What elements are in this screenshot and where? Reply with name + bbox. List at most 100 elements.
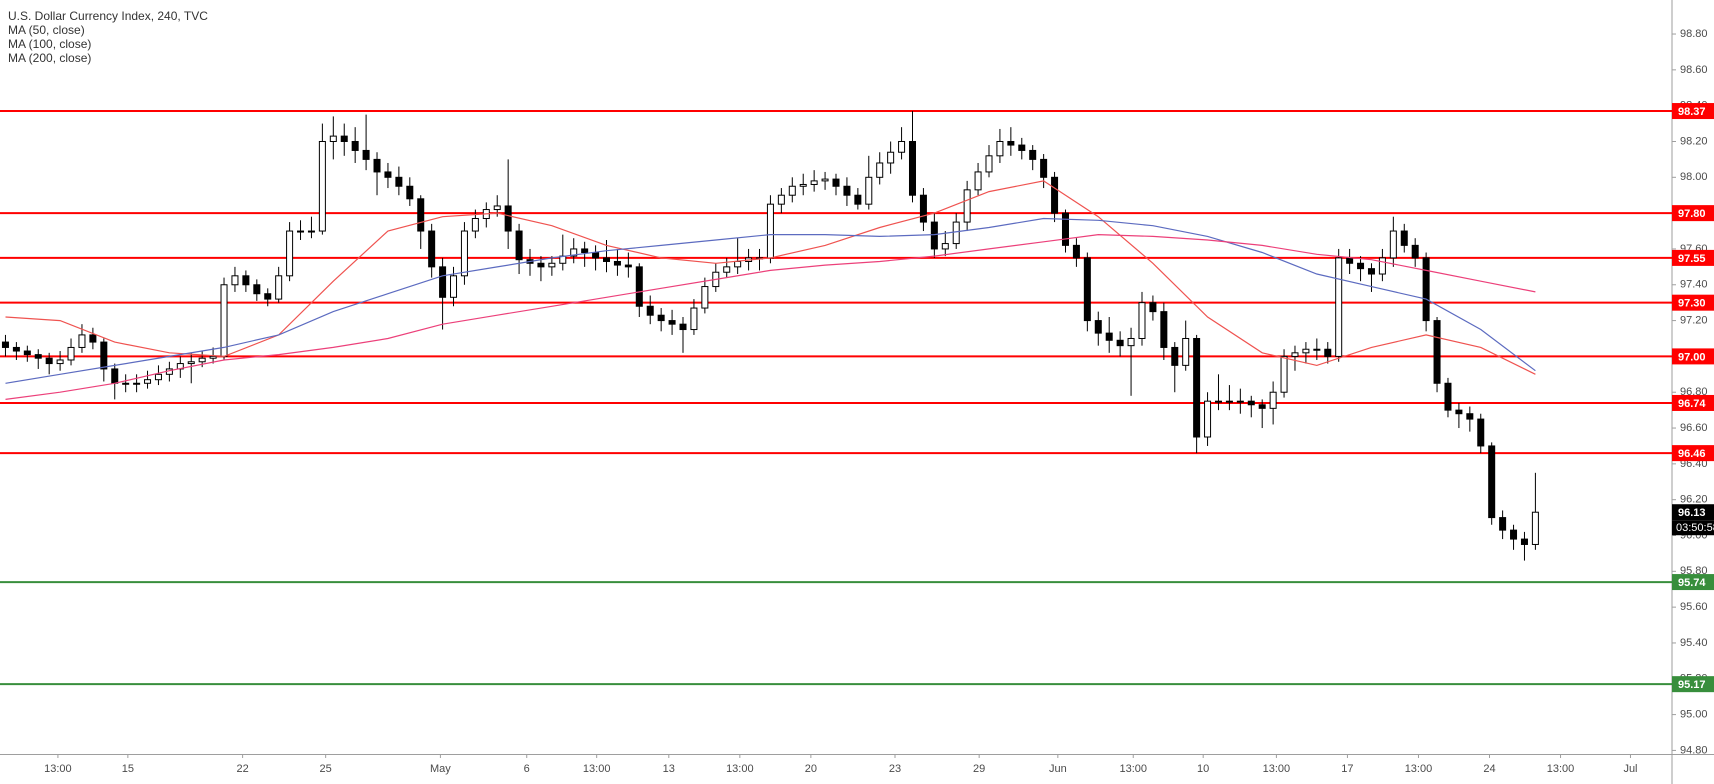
- candle-body: [12, 346, 20, 352]
- candle-body: [428, 230, 436, 268]
- candle-body: [592, 252, 600, 259]
- candle-body: [493, 205, 501, 211]
- candle-body: [1072, 244, 1080, 259]
- x-tick-label: 10: [1197, 763, 1209, 775]
- candle-body: [45, 357, 53, 365]
- candle-body: [985, 155, 993, 173]
- x-tick-label: 6: [524, 763, 530, 775]
- candle-body: [963, 189, 971, 223]
- level-label-box: [1672, 294, 1714, 311]
- candle-body: [1313, 348, 1321, 351]
- candle-body: [854, 194, 862, 205]
- y-tick-label: 95.40: [1680, 637, 1708, 649]
- x-tick-label: 13:00: [1405, 763, 1433, 775]
- candle-body: [1116, 339, 1124, 347]
- candle-body: [570, 248, 578, 257]
- candle-body: [1204, 400, 1212, 438]
- level-label: 95.17: [1678, 679, 1706, 691]
- candle-body: [1061, 212, 1069, 246]
- candle-body: [1378, 257, 1386, 275]
- candle-body: [417, 198, 425, 232]
- level-label: 97.00: [1678, 351, 1706, 363]
- candle-body: [1127, 337, 1135, 347]
- candle-body: [450, 275, 458, 298]
- level-label-box: [1672, 103, 1714, 120]
- candle-body: [1346, 257, 1354, 264]
- x-tick-label: 13:00: [1119, 763, 1147, 775]
- candle-body: [679, 323, 687, 331]
- candle-body: [1444, 382, 1452, 411]
- candle-body: [373, 158, 381, 173]
- countdown-box: [1672, 520, 1714, 536]
- x-tick-label: 13:00: [726, 763, 754, 775]
- candle-body: [603, 257, 611, 262]
- candle-body: [810, 180, 818, 185]
- candle-body: [668, 320, 676, 325]
- candle-body: [930, 221, 938, 250]
- candle-body: [788, 185, 796, 196]
- candle-body: [231, 275, 239, 286]
- candle-body: [537, 262, 545, 268]
- y-tick-label: 96.20: [1680, 494, 1708, 506]
- candle-body: [1400, 230, 1408, 246]
- y-tick-label: 96.60: [1680, 422, 1708, 434]
- candle-body: [1193, 337, 1201, 438]
- candle-body: [1280, 355, 1288, 393]
- candle-body: [242, 275, 250, 286]
- y-tick-label: 98.00: [1680, 171, 1708, 183]
- level-label-box: [1672, 676, 1714, 693]
- candle-body: [1367, 268, 1375, 275]
- candle-body: [1302, 348, 1310, 354]
- legend-entry: MA (200, close): [8, 51, 91, 65]
- x-tick-label: Jun: [1049, 763, 1067, 775]
- candle-body: [1477, 418, 1485, 447]
- x-tick-label: Jul: [1623, 763, 1637, 775]
- candle-body: [701, 286, 709, 309]
- x-tick-label: 17: [1341, 763, 1353, 775]
- candle-body: [1258, 404, 1266, 409]
- x-tick-label: 29: [973, 763, 985, 775]
- candle-body: [187, 361, 195, 365]
- last-price-box: [1672, 504, 1714, 521]
- legend-entry: MA (50, close): [8, 23, 85, 37]
- candle-body: [646, 305, 654, 316]
- x-tick-label: 13: [663, 763, 675, 775]
- candle-body: [329, 135, 337, 142]
- candle-body: [1510, 529, 1518, 540]
- level-label: 98.37: [1678, 106, 1706, 118]
- x-tick-label: 13:00: [1547, 763, 1575, 775]
- x-tick-label: 13:00: [1263, 763, 1291, 775]
- candle-body: [471, 217, 479, 232]
- candle-body: [144, 379, 152, 384]
- candle-body: [1422, 257, 1430, 322]
- candle-body: [1455, 409, 1463, 415]
- candle-body: [23, 350, 31, 356]
- candle-body: [548, 262, 556, 268]
- candle-body: [865, 176, 873, 205]
- level-label-box: [1672, 348, 1714, 365]
- legend-entry: MA (100, close): [8, 37, 91, 51]
- candle-body: [908, 140, 917, 196]
- level-label: 97.30: [1678, 298, 1706, 310]
- candle-body: [1051, 176, 1059, 214]
- candle-body: [1291, 352, 1299, 357]
- candle-body: [657, 314, 665, 322]
- plot: [0, 110, 1672, 686]
- candle-body: [100, 341, 108, 370]
- candle-body: [898, 140, 906, 153]
- candle-body: [133, 382, 141, 385]
- candle-body: [1225, 400, 1233, 403]
- candle-body: [734, 260, 742, 268]
- candle-body: [362, 149, 370, 160]
- candle-body: [1029, 149, 1037, 160]
- candle-body: [395, 176, 403, 187]
- candle-body: [1433, 320, 1441, 384]
- level-label: 96.46: [1678, 448, 1706, 460]
- level-label-box: [1672, 394, 1714, 411]
- candle-body: [209, 355, 217, 359]
- candle-body: [1324, 348, 1332, 357]
- candle-body: [581, 248, 589, 254]
- candle-body: [1171, 346, 1179, 366]
